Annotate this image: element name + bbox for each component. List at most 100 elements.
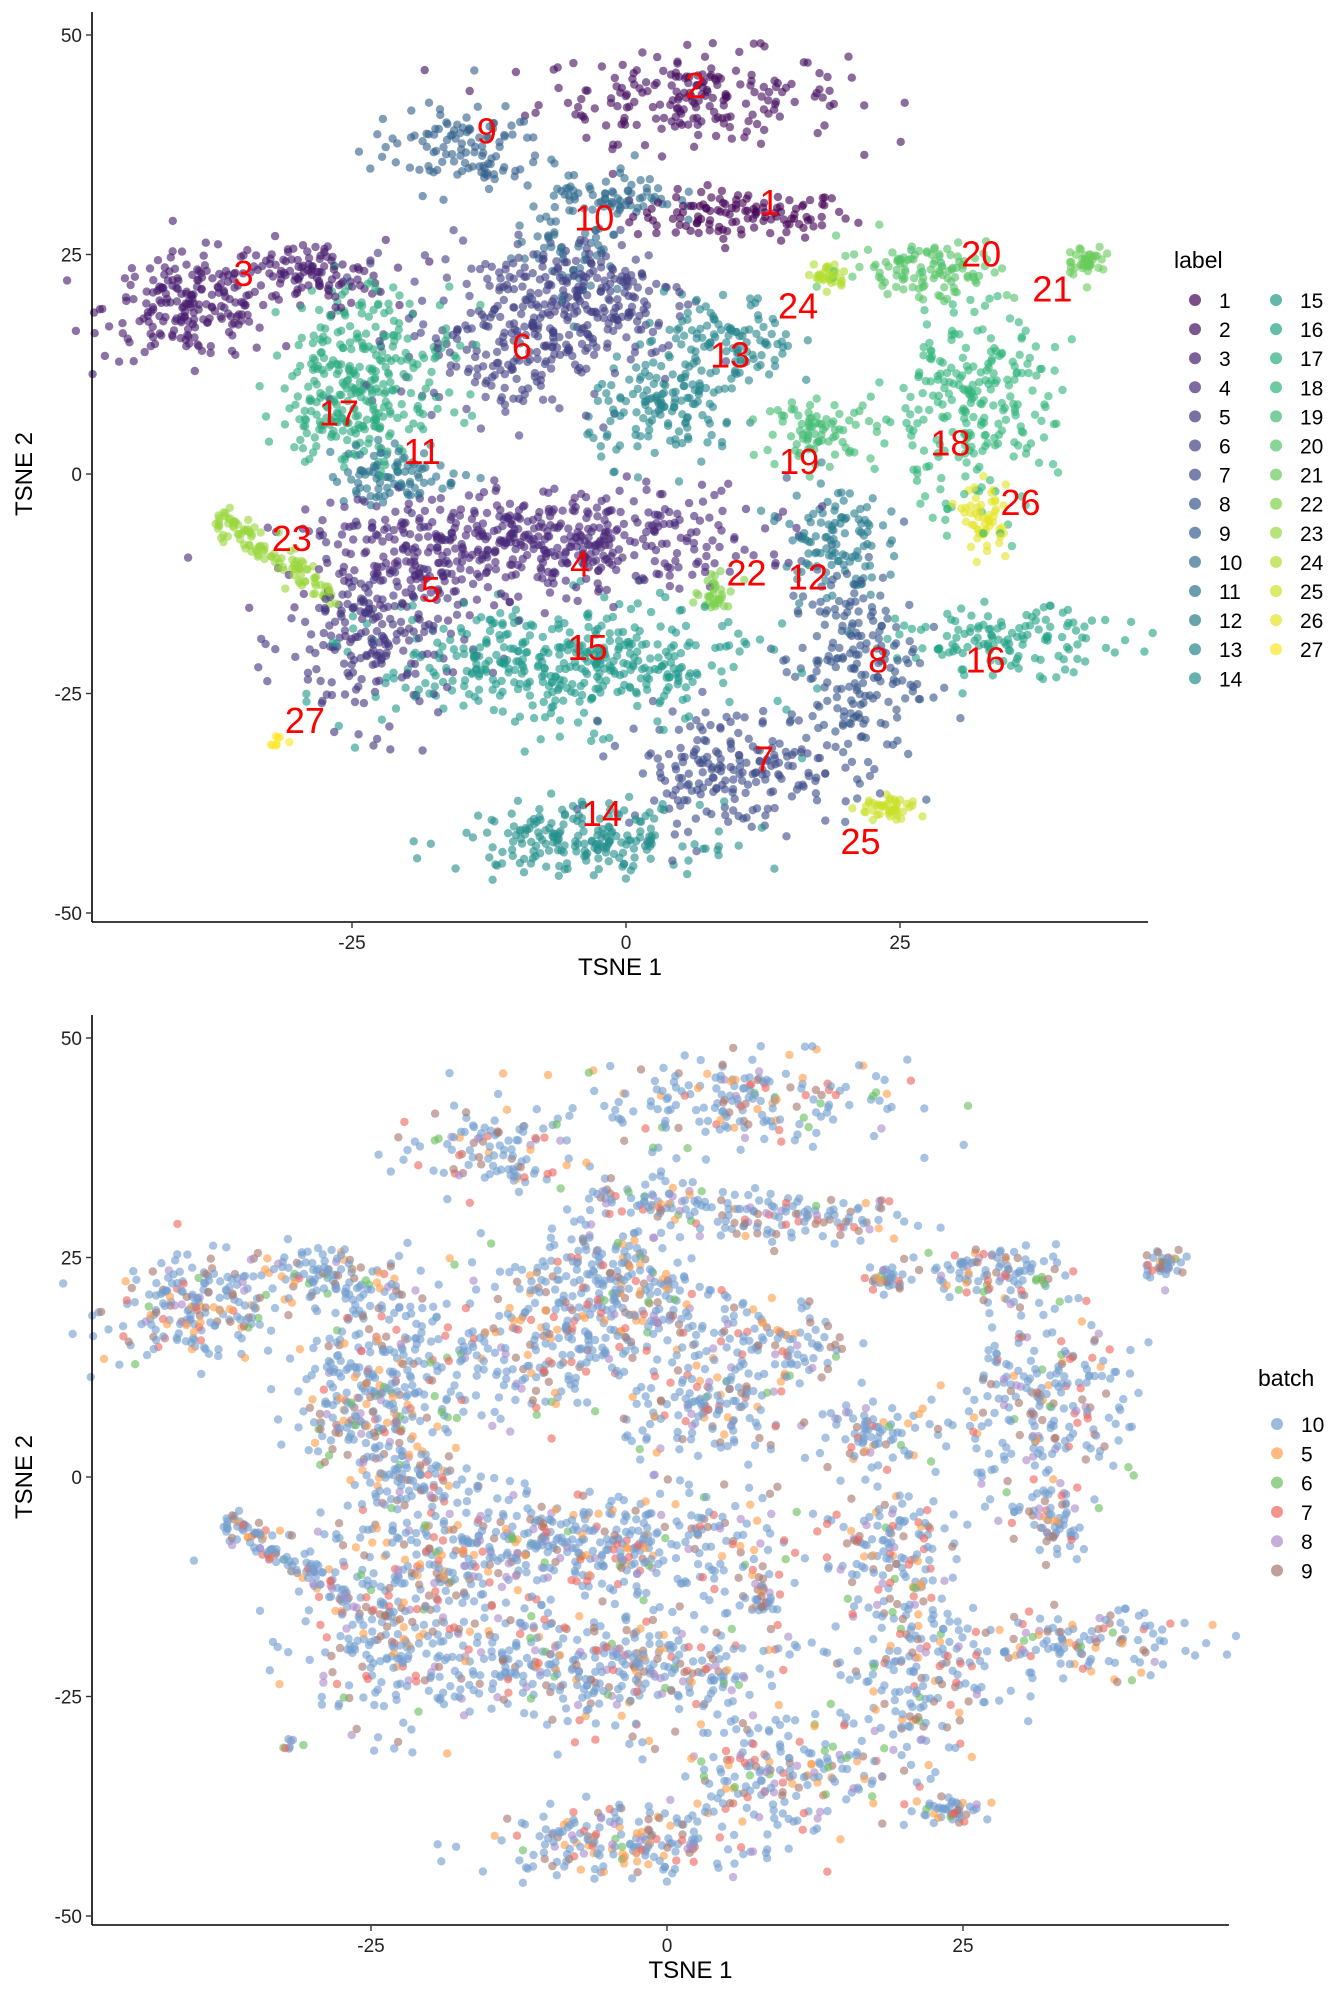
data-point: [798, 592, 808, 601]
data-point: [851, 597, 860, 606]
data-point: [724, 641, 734, 650]
data-point: [319, 640, 328, 650]
data-point: [539, 487, 548, 496]
data-point: [808, 600, 817, 609]
data-point: [674, 95, 683, 104]
data-point: [1004, 645, 1014, 655]
data-point: [415, 514, 424, 523]
data-point: [1021, 622, 1030, 631]
data-point: [405, 299, 414, 308]
data-point: [642, 477, 651, 486]
data-point: [263, 677, 272, 686]
data-point: [821, 422, 830, 432]
data-point: [496, 589, 506, 598]
data-point: [773, 78, 782, 88]
data-point: [701, 1155, 711, 1164]
data-point: [622, 333, 631, 342]
data-point: [1078, 1395, 1087, 1404]
data-point: [286, 546, 295, 556]
data-point: [257, 262, 267, 271]
data-point: [1027, 612, 1037, 622]
data-point: [909, 274, 919, 283]
data-point: [654, 653, 663, 662]
data-point: [627, 639, 636, 649]
data-point: [635, 311, 644, 321]
data-point: [272, 351, 282, 360]
data-point: [473, 102, 482, 112]
data-point: [800, 233, 810, 242]
data-point: [291, 558, 300, 568]
data-point: [542, 862, 551, 871]
data-point: [922, 320, 932, 329]
data-point: [280, 420, 290, 429]
data-point: [381, 142, 390, 152]
data-point: [182, 260, 191, 269]
data-point: [673, 103, 682, 113]
data-point: [379, 403, 389, 412]
data-point: [677, 774, 687, 783]
data-point: [337, 290, 347, 299]
data-point: [759, 198, 769, 208]
data-point: [507, 121, 516, 130]
legend-key: [1189, 439, 1201, 452]
data-point: [689, 114, 698, 123]
data-point: [606, 98, 616, 108]
data-point: [940, 683, 949, 692]
data-point: [559, 676, 568, 685]
data-point: [898, 807, 908, 816]
data-point: [756, 360, 765, 370]
data-point: [381, 515, 390, 524]
data-point: [321, 607, 330, 616]
data-point: [941, 515, 950, 525]
data-point: [741, 99, 751, 108]
data-point: [298, 444, 308, 453]
data-point: [327, 678, 336, 687]
data-point: [671, 521, 680, 530]
data-point: [517, 309, 526, 319]
data-point: [194, 266, 204, 276]
data-point: [656, 622, 665, 631]
data-point: [430, 1391, 439, 1401]
data-point: [183, 553, 193, 562]
data-point: [971, 276, 980, 286]
data-point: [495, 691, 505, 700]
data-point: [460, 649, 469, 659]
data-point: [695, 516, 705, 525]
data-point: [522, 683, 532, 692]
data-point: [782, 562, 791, 571]
data-point: [482, 828, 492, 837]
data-point: [375, 336, 384, 346]
data-point: [830, 604, 840, 614]
data-point: [589, 350, 599, 360]
data-point: [647, 348, 656, 358]
data-point: [325, 385, 334, 394]
data-point: [391, 704, 401, 713]
data-point: [909, 255, 918, 264]
data-point: [372, 734, 382, 744]
data-point: [360, 608, 370, 617]
data-point: [516, 834, 525, 844]
data-point: [1023, 359, 1032, 368]
data-point: [828, 638, 838, 647]
data-point: [634, 576, 643, 585]
data-point: [666, 70, 676, 79]
data-point: [607, 534, 616, 543]
data-point: [690, 545, 699, 554]
data-point: [842, 513, 851, 523]
data-point: [535, 214, 545, 223]
data-point: [635, 833, 645, 842]
data-point: [399, 369, 408, 379]
data-point: [828, 575, 837, 584]
data-point: [457, 539, 466, 549]
data-point: [840, 529, 850, 538]
data-point: [487, 262, 496, 271]
data-point: [625, 818, 634, 827]
data-point: [515, 221, 524, 230]
data-point: [731, 217, 741, 226]
data-point: [638, 534, 648, 544]
data-point: [294, 340, 303, 350]
data-point: [417, 296, 427, 305]
data-point: [235, 535, 245, 544]
data-point: [604, 294, 613, 303]
data-point: [674, 324, 684, 333]
